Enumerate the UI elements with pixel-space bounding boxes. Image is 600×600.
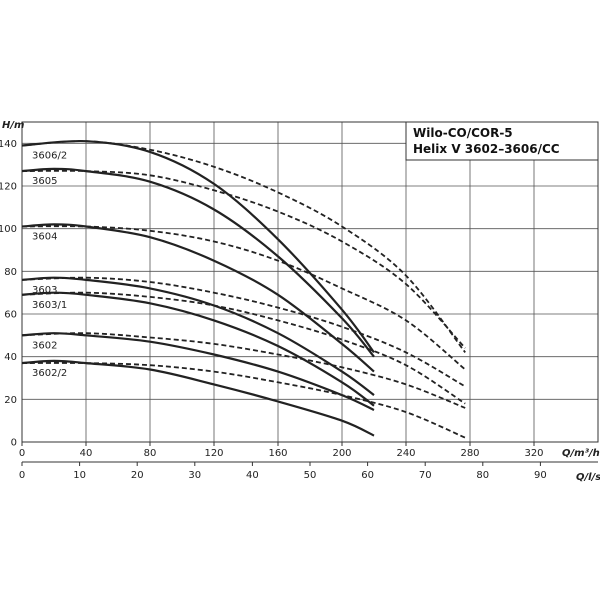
series-label: 3603/1 <box>32 300 67 311</box>
x-tick-label-m3h: 40 <box>80 448 93 459</box>
x-tick-label-m3h: 240 <box>396 448 415 459</box>
curve-solid-3606-2 <box>21 139 375 354</box>
curve-dashed-3603-1 <box>21 291 466 405</box>
x-tick-label-m3h: 120 <box>204 448 223 459</box>
x-tick-label-ls: 80 <box>476 470 489 481</box>
x-tick-label-ls: 30 <box>188 470 201 481</box>
title-line-2: Helix V 3602–3606/CC <box>413 142 560 156</box>
y-axis-title: H/m <box>2 120 24 131</box>
curve-solid-3602-2 <box>21 359 375 437</box>
y-tick-label: 100 <box>0 224 17 235</box>
x-tick-label-ls: 40 <box>246 470 259 481</box>
curve-dashed-3602-2 <box>21 362 466 439</box>
x-tick-label-ls: 90 <box>534 470 547 481</box>
curve-solid-3605 <box>21 167 375 358</box>
plot-frame <box>21 121 599 443</box>
curve-solid-3603-1 <box>21 291 375 407</box>
x-tick-label-ls: 70 <box>419 470 432 481</box>
grid <box>22 122 598 442</box>
series-labels: 3606/2 3605 3604 3603 3603/1 3602 3602/2 <box>32 150 67 379</box>
title-box <box>405 121 599 161</box>
curve-dashed-3604 <box>21 225 466 371</box>
series-label: 3606/2 <box>32 150 67 161</box>
curve-dashed-3602 <box>21 332 466 409</box>
curve-dashed-3603 <box>21 276 466 388</box>
x-tick-label-ls: 50 <box>304 470 317 481</box>
curve-solid-3604 <box>21 223 375 373</box>
x-tick-label-ls: 10 <box>73 470 86 481</box>
curves <box>21 139 466 439</box>
curve-solid-3602 <box>21 332 375 411</box>
curve-solid-3603 <box>21 276 375 396</box>
curve-dashed-3606-2 <box>21 140 466 353</box>
title-line-1: Wilo-CO/COR-5 <box>413 126 513 140</box>
series-label: 3605 <box>32 176 57 187</box>
series-label: 3602/2 <box>32 368 67 379</box>
series-label: 3603 <box>32 285 57 296</box>
y-tick-label: 20 <box>4 395 17 406</box>
x-tick-label-m3h: 280 <box>460 448 479 459</box>
x-tick-label-m3h: 160 <box>268 448 287 459</box>
x-axis-title-m3h: Q/m³/h <box>562 448 600 459</box>
y-tick-label: 0 <box>11 438 17 449</box>
x-axis-title-ls: Q/l/s <box>576 472 600 483</box>
curve-dashed-3605 <box>21 169 466 349</box>
x-tick-label-m3h: 80 <box>144 448 157 459</box>
x-tick-label-m3h: 320 <box>524 448 543 459</box>
y-tick-label: 60 <box>4 310 17 321</box>
x-tick-label-ls: 20 <box>131 470 144 481</box>
series-label: 3602 <box>32 340 57 351</box>
x-tick-label-ls: 0 <box>19 470 25 481</box>
x-tick-label-ls: 60 <box>361 470 374 481</box>
y-tick-label: 80 <box>4 267 17 278</box>
series-label: 3604 <box>32 232 57 243</box>
y-tick-label: 120 <box>0 182 17 193</box>
y-tick-label: 140 <box>0 139 17 150</box>
y-tick-label: 40 <box>4 352 17 363</box>
x-tick-label-m3h: 0 <box>19 448 25 459</box>
x-tick-label-m3h: 200 <box>332 448 351 459</box>
